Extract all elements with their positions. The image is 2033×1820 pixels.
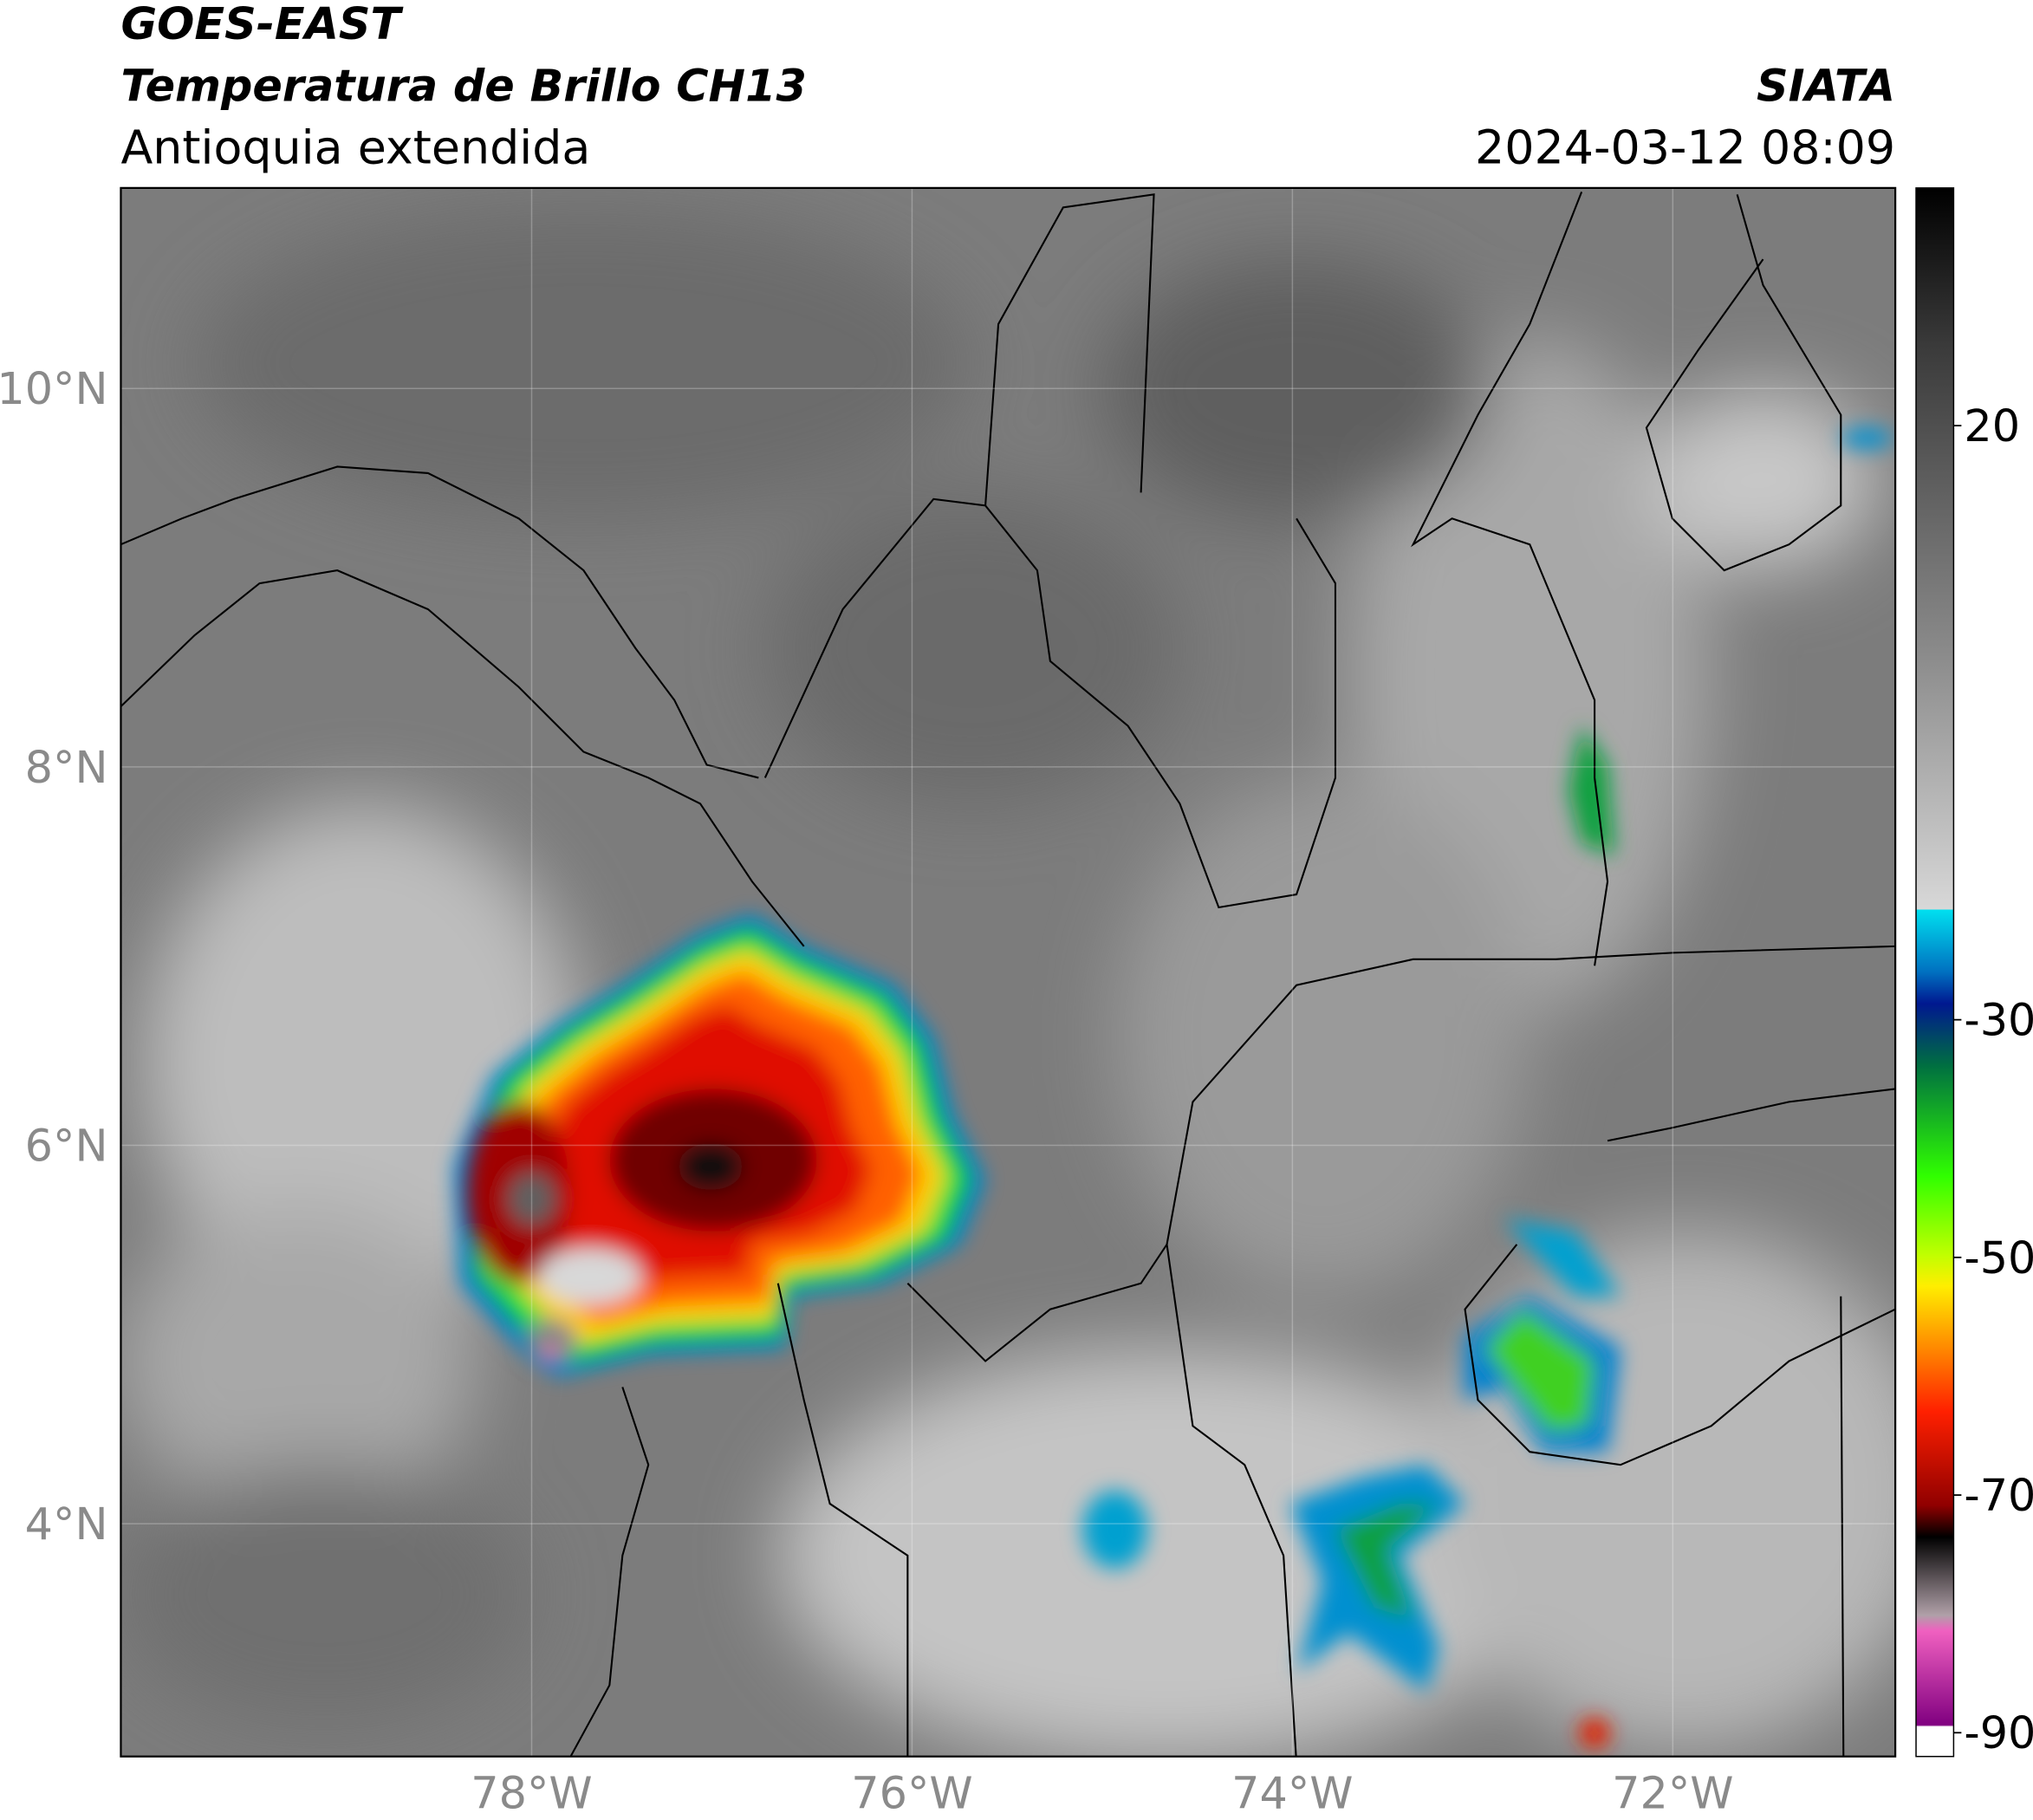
lon-tick-label: 72°W [1612, 1768, 1733, 1819]
lat-tick-label: 6°N [25, 1121, 108, 1172]
colorbar [1915, 187, 1955, 1758]
lat-tick-label: 8°N [25, 742, 108, 793]
colorbar-tick-label: -30 [1964, 995, 2033, 1046]
lon-tick-label: 74°W [1231, 1768, 1353, 1819]
colorbar-tick-label: -70 [1964, 1470, 2033, 1521]
lat-tick-label: 4°N [25, 1498, 108, 1550]
satellite-image [120, 187, 1896, 1757]
colorbar-tick-label: 20 [1964, 400, 2020, 452]
lon-tick-label: 76°W [851, 1768, 972, 1819]
map-frame [120, 186, 1897, 1758]
gridlines [120, 187, 1896, 1757]
borders [120, 191, 1896, 1757]
title: GOES-EAST [120, 0, 404, 49]
lat-tick-label: 10°N [0, 363, 107, 414]
colorbar-tick-label: -90 [1964, 1707, 2033, 1758]
colorbar-tick-label: -50 [1964, 1232, 2033, 1284]
subtitle: Temperatura de Brillo CH13 [120, 61, 806, 112]
datetime: 2024-03-12 08:09 [1475, 120, 1895, 174]
region: Antioquia extendida [120, 120, 590, 174]
lon-tick-label: 78°W [471, 1768, 592, 1819]
source: SIATA [1757, 61, 1895, 112]
